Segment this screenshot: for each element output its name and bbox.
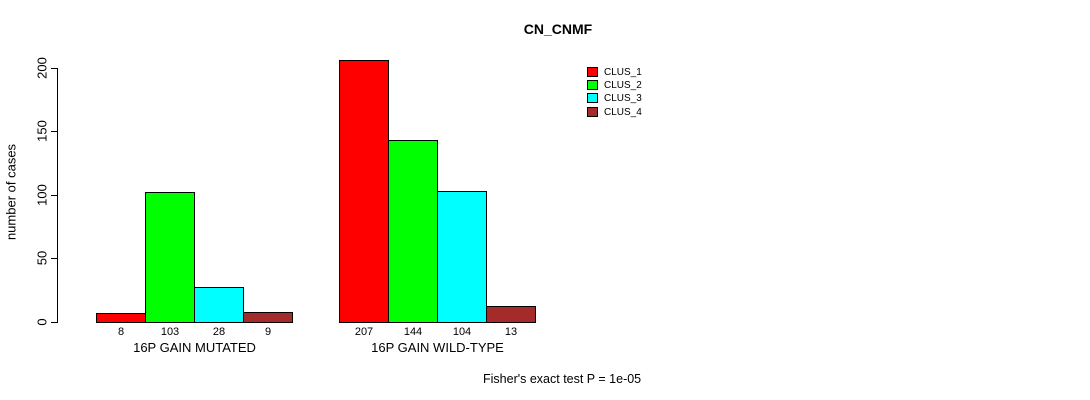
y-axis-line — [57, 68, 58, 323]
bar-value-clus-1-16p-gain-wild-type: 207 — [354, 326, 374, 338]
y-tick-label-50: 50 — [34, 250, 50, 266]
legend-item-clus-4: CLUS_4 — [587, 106, 642, 118]
y-tick-50 — [51, 258, 57, 259]
legend-swatch-clus-2 — [587, 80, 598, 90]
legend-label-clus-3: CLUS_3 — [604, 92, 642, 104]
y-tick-100 — [51, 195, 57, 196]
y-axis-title: number of cases — [3, 143, 19, 241]
legend-label-clus-2: CLUS_2 — [604, 79, 642, 91]
legend-label-clus-1: CLUS_1 — [604, 66, 642, 78]
legend-swatch-clus-3 — [587, 93, 598, 103]
bar-clus-3-16p-gain-wild-type — [437, 191, 487, 323]
bar-clus-1-16p-gain-wild-type — [339, 60, 389, 323]
legend-swatch-clus-4 — [587, 107, 598, 117]
bar-clus-1-16p-gain-mutated — [96, 313, 146, 323]
bar-value-clus-3-16p-gain-mutated: 28 — [212, 326, 226, 338]
bar-clus-2-16p-gain-wild-type — [388, 140, 438, 323]
chart-title: CN_CNMF — [523, 21, 593, 37]
legend-label-clus-4: CLUS_4 — [604, 106, 642, 118]
bar-clus-2-16p-gain-mutated — [145, 192, 195, 323]
bar-value-clus-4-16p-gain-mutated: 9 — [264, 326, 272, 338]
y-tick-150 — [51, 131, 57, 132]
legend-item-clus-1: CLUS_1 — [587, 66, 642, 78]
bar-value-clus-4-16p-gain-wild-type: 13 — [504, 326, 518, 338]
annotation-text: Fisher's exact test P = 1e-05 — [483, 372, 642, 386]
bar-clus-3-16p-gain-mutated — [194, 287, 244, 323]
group-label-16p-gain-mutated: 16P GAIN MUTATED — [133, 340, 256, 355]
bar-clus-4-16p-gain-wild-type — [486, 306, 536, 323]
bar-value-clus-2-16p-gain-mutated: 103 — [160, 326, 180, 338]
y-tick-200 — [51, 68, 57, 69]
y-tick-label-0: 0 — [34, 318, 50, 326]
bar-value-clus-3-16p-gain-wild-type: 104 — [452, 326, 472, 338]
legend-swatch-clus-1 — [587, 67, 598, 77]
group-label-16p-gain-wild-type: 16P GAIN WILD-TYPE — [371, 340, 504, 355]
y-tick-label-100: 100 — [34, 184, 50, 206]
y-tick-label-200: 200 — [34, 57, 50, 79]
bar-value-clus-2-16p-gain-wild-type: 144 — [403, 326, 423, 338]
y-tick-label-150: 150 — [34, 120, 50, 142]
y-tick-0 — [51, 322, 57, 323]
legend-item-clus-2: CLUS_2 — [587, 79, 642, 91]
bar-clus-4-16p-gain-mutated — [243, 312, 293, 323]
bar-value-clus-1-16p-gain-mutated: 8 — [117, 326, 125, 338]
legend-item-clus-3: CLUS_3 — [587, 92, 642, 104]
